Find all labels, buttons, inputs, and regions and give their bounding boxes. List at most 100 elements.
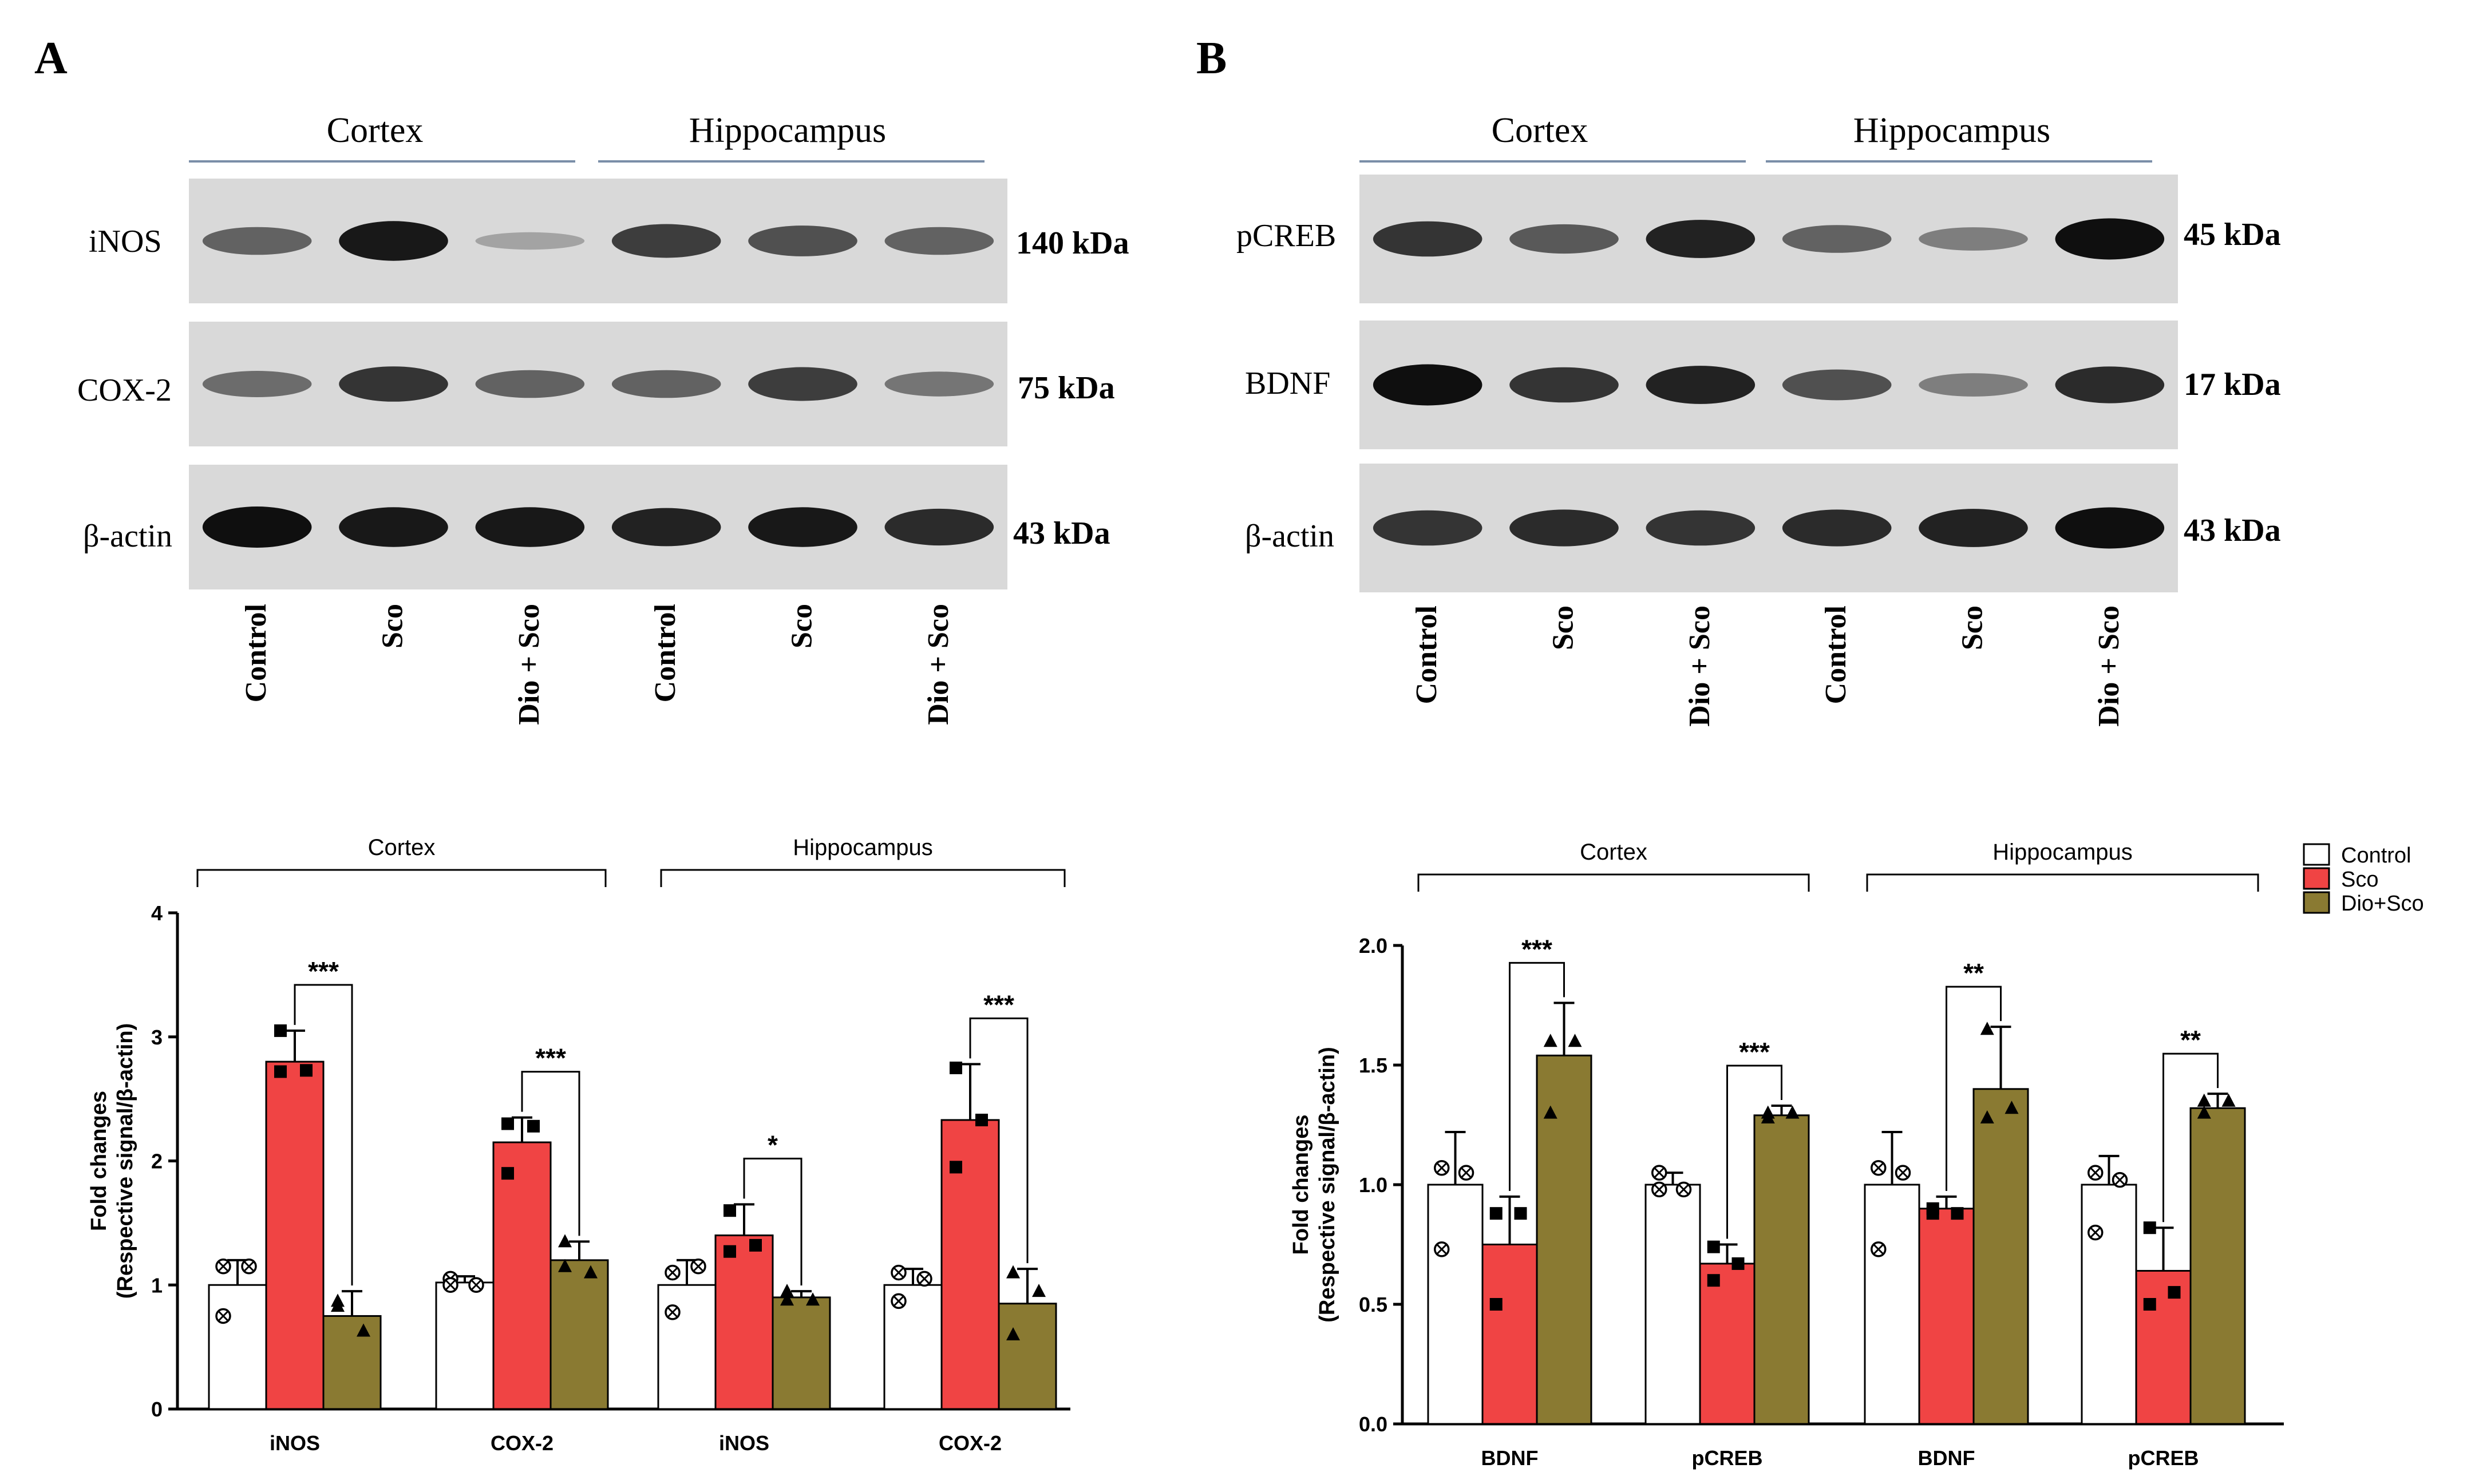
blot-a-bands [202, 221, 994, 548]
category-label: pCREB [2128, 1446, 2199, 1470]
data-point-sco [1926, 1207, 1939, 1220]
data-point-dio-sco [558, 1259, 572, 1272]
data-point-control-mark [445, 1280, 456, 1291]
legend-swatch-dio-sco [2303, 891, 2330, 914]
y-tick-label: 0.5 [1359, 1293, 1387, 1316]
blot-a-strip-actin [189, 465, 1007, 589]
western-blot-a: Cortex Hippocampus iNOS COX-2 β-actin 14… [77, 111, 1129, 725]
significance-label: ** [2180, 1025, 2201, 1055]
y-tick-label: 1.0 [1359, 1173, 1387, 1197]
region-bracket [1866, 873, 2259, 892]
data-point-control-mark [471, 1280, 482, 1291]
data-point-dio-sco [780, 1284, 794, 1297]
data-point-sco [749, 1238, 762, 1252]
blot-a-band [475, 232, 585, 250]
blot-b-lane-label: Control [1820, 606, 1852, 704]
bar-dio-sco [322, 1315, 382, 1410]
data-point-control-mark [218, 1261, 229, 1272]
blot-a-band [475, 370, 585, 398]
significance-label: *** [535, 1043, 566, 1073]
data-point-sco [274, 1065, 287, 1078]
data-point-dio-sco [584, 1265, 598, 1279]
data-point-sco [1489, 1298, 1503, 1311]
data-point-control-mark [1436, 1162, 1447, 1173]
significance-bracket [294, 984, 353, 1286]
blot-a-kda-inos: 140 kDa [1016, 225, 1129, 261]
blot-b-lane-labels: Control Sco Dio + Sco Control Sco Dio + Sco [1410, 606, 2125, 727]
data-point-sco [1731, 1257, 1745, 1270]
significance-label: ** [1963, 958, 1984, 988]
data-point-dio-sco [2197, 1093, 2211, 1107]
bar-dio-sco [1753, 1114, 1810, 1425]
data-point-dio-sco [2221, 1093, 2236, 1107]
data-point-dio-sco [780, 1292, 794, 1306]
bar-control [1644, 1184, 1701, 1425]
blot-b-band [1373, 364, 1482, 406]
blot-a-kda-cox2: 75 kDa [1018, 370, 1115, 406]
data-point-sco [1951, 1207, 1964, 1220]
y-tick-label: 3 [151, 1026, 163, 1049]
blot-a-band [884, 508, 994, 546]
data-point-dio-sco [1006, 1265, 1020, 1279]
blot-a-band [611, 224, 721, 258]
data-point-control-mark [1873, 1162, 1884, 1173]
panel-b-letter: B [1196, 33, 1227, 84]
blot-b-kda-pcreb: 45 kDa [2184, 217, 2281, 252]
data-point-control-mark [1654, 1184, 1665, 1195]
blot-b-kda-actin: 43 kDa [2184, 513, 2281, 548]
region-label: Hippocampus [793, 835, 933, 860]
blot-a-lane-label: Dio + Sco [513, 604, 545, 725]
bar-chart-a: 0 1 2 3 4 Fold changes (Respective signal/β-ac… [87, 835, 1070, 1455]
blot-b-protein-bdnf: BDNF [1245, 366, 1330, 401]
blot-b-region-cortex: Cortex [1492, 111, 1588, 150]
data-point-sco [724, 1245, 736, 1258]
blot-a-lane-label: Control [240, 604, 272, 702]
category-label: COX-2 [491, 1431, 554, 1455]
blot-b-band [1782, 225, 1892, 253]
blot-a-band [202, 371, 312, 397]
data-point-control-mark [218, 1311, 229, 1321]
data-point-sco [527, 1119, 540, 1133]
data-point-control-mark [1678, 1184, 1689, 1195]
region-bracket [196, 869, 607, 887]
legend: Control Sco Dio+Sco [2303, 843, 2424, 916]
blot-a-lane-label: Dio + Sco [922, 604, 955, 725]
data-point-control-mark [667, 1307, 678, 1318]
blot-a-band [748, 225, 857, 256]
legend-label-control: Control [2341, 844, 2411, 868]
blot-b-protein-pcreb: pCREB [1236, 218, 1336, 254]
data-point-dio-sco [2197, 1105, 2211, 1119]
blot-b-protein-actin: β-actin [1245, 519, 1334, 554]
blot-b-band [1646, 220, 1756, 258]
western-blot-b: Cortex Hippocampus pCREB BDNF β-actin 45… [1236, 111, 2281, 727]
blot-a-band [339, 221, 448, 261]
panel-a-letter: A [34, 33, 68, 84]
significance-label: *** [1521, 934, 1552, 964]
significance-bracket [521, 1071, 580, 1236]
blot-a-band [748, 367, 857, 401]
significance-label: *** [983, 990, 1014, 1019]
blot-a-lane-labels: Control Sco Dio + Sco Control Sco Dio + Sco [240, 604, 955, 725]
bar-sco [265, 1060, 325, 1410]
blot-a-lane-label: Control [649, 604, 682, 702]
bar-control [657, 1284, 717, 1410]
data-point-sco [2143, 1221, 2156, 1234]
bar-control [2081, 1184, 2137, 1425]
bar-control [208, 1284, 267, 1410]
bar-dio-sco [1536, 1054, 1592, 1425]
blot-a-kda-actin: 43 kDa [1013, 516, 1110, 551]
bar-dio-sco [549, 1259, 609, 1410]
blot-b-band [1782, 369, 1892, 401]
data-point-control-mark [243, 1261, 255, 1272]
blot-b-strip-actin [1359, 464, 2178, 592]
legend-label-dio-sco: Dio+Sco [2341, 892, 2424, 916]
data-point-control-mark [1897, 1168, 1908, 1178]
data-point-control-mark [1873, 1244, 1884, 1255]
category-label: BDNF [1481, 1446, 1539, 1470]
bar-dio-sco [772, 1296, 831, 1410]
blot-b-band [1373, 510, 1482, 546]
data-point-dio-sco [806, 1292, 820, 1306]
y-axis-label: (Respective signal/β-actin) [113, 1023, 137, 1299]
data-point-sco [501, 1117, 514, 1130]
data-point-sco [1707, 1274, 1720, 1287]
